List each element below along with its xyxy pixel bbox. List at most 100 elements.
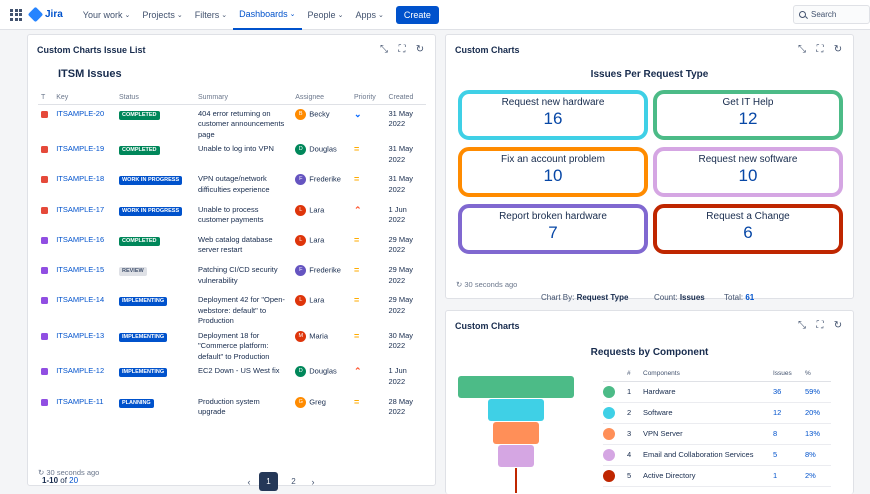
status-cell: IMPLEMENTING: [116, 362, 195, 392]
minimize-icon[interactable]: ⤡: [798, 320, 806, 331]
issues-count-cell: 5: [773, 444, 805, 466]
incident-type-icon: [41, 146, 48, 153]
nav-item-apps[interactable]: Apps ⌄: [349, 0, 389, 30]
fullscreen-icon[interactable]: ⛶: [816, 320, 824, 331]
nav-label: Filters: [194, 9, 220, 20]
table-row[interactable]: ITSAMPLE-20 COMPLETED 404 error returning …: [38, 104, 426, 140]
issues-count-link[interactable]: 12: [773, 408, 782, 417]
jira-logo[interactable]: Jira: [27, 6, 63, 23]
chart-by-label: Chart By:: [541, 293, 575, 302]
count-summary: Count: Issues: [654, 293, 705, 302]
issue-key-link[interactable]: ITSAMPLE-15: [56, 265, 105, 275]
issue-key-link[interactable]: ITSAMPLE-16: [56, 234, 105, 244]
nav-item-people[interactable]: People ⌄: [302, 0, 350, 30]
request-type-tile-fix-an-account-problem[interactable]: Fix an account problem 10: [458, 147, 648, 197]
list-item[interactable]: 4 Email and Collaboration Services 5 8%: [603, 444, 831, 466]
fullscreen-icon[interactable]: ⛶: [398, 44, 406, 55]
next-page-icon[interactable]: ›: [311, 476, 315, 487]
issue-key-link[interactable]: ITSAMPLE-19: [56, 144, 105, 153]
issue-key-link[interactable]: ITSAMPLE-18: [56, 174, 105, 184]
primary-nav: Your work ⌄ Projects ⌄ Filters ⌄ Dashboards ⌄ Pe…: [77, 0, 390, 30]
nav-item-projects[interactable]: Projects ⌄: [136, 0, 188, 30]
column-header-t[interactable]: T: [38, 91, 54, 105]
funnel-bar-active-directory: [515, 468, 517, 493]
chevron-down-icon: ⌄: [377, 11, 384, 19]
request-type-tile-request-new-hardware[interactable]: Request new hardware 16: [458, 90, 648, 140]
assignee-cell: F Frederike: [292, 261, 351, 291]
issues-count-link[interactable]: 36: [773, 387, 782, 396]
index-cell: 2: [627, 402, 643, 424]
gadget-tools: ⤡ ⛶ ↻: [797, 320, 843, 331]
minimize-icon[interactable]: ⤡: [380, 44, 388, 55]
table-row[interactable]: ITSAMPLE-18 WORK IN PROGRESS VPN outage/ne…: [38, 170, 426, 200]
color-cell: [603, 381, 627, 403]
issue-key-link[interactable]: ITSAMPLE-12: [56, 366, 105, 376]
percent-value: 13%: [805, 429, 821, 438]
request-type-tile-report-broken-hardware[interactable]: Report broken hardware 7: [458, 204, 648, 254]
tile-value: 7: [548, 223, 558, 242]
assignee-name: Frederike: [309, 174, 341, 184]
nav-item-filters[interactable]: Filters ⌄: [189, 0, 233, 30]
priority-cell: =: [351, 261, 385, 291]
issue-key-link[interactable]: ITSAMPLE-13: [56, 330, 105, 340]
issue-key-cell: ITSAMPLE-15: [53, 261, 116, 291]
previous-page-icon[interactable]: ‹: [247, 476, 251, 487]
issue-key-link[interactable]: ITSAMPLE-11: [56, 396, 104, 406]
table-row[interactable]: ITSAMPLE-13 IMPLEMENTING Deployment 18 for…: [38, 327, 426, 363]
request-type-tile-request-new-software[interactable]: Request new software 10: [653, 147, 843, 197]
issues-count-link[interactable]: 5: [773, 450, 778, 459]
issue-key-cell: ITSAMPLE-16: [53, 231, 116, 261]
list-item[interactable]: 3 VPN Server 8 13%: [603, 423, 831, 445]
tile-value: 16: [543, 109, 563, 128]
page-button-1[interactable]: 1: [259, 472, 278, 491]
refresh-icon[interactable]: ↻: [415, 44, 425, 55]
column-header-key[interactable]: Key: [53, 91, 116, 105]
color-cell: [603, 444, 627, 466]
nav-item-dashboards[interactable]: Dashboards ⌄: [233, 0, 302, 30]
issues-count-link[interactable]: 1: [773, 471, 778, 480]
nav-item-your-work[interactable]: Your work ⌄: [77, 0, 137, 30]
issue-key-link[interactable]: ITSAMPLE-14: [56, 295, 105, 305]
search-input[interactable]: Search: [793, 5, 870, 24]
app-switcher-icon[interactable]: [10, 8, 22, 21]
summary-cell: Deployment 42 for "Open-webstore: defaul…: [198, 295, 285, 326]
issues-count-cell: 1: [773, 465, 805, 487]
priority-low-icon: ⌄: [354, 108, 362, 119]
column-header-summary[interactable]: Summary: [195, 91, 293, 105]
list-item[interactable]: 5 Active Directory 1 2%: [603, 465, 831, 487]
chart-by-summary: Chart By: Request Type: [541, 293, 628, 302]
list-item[interactable]: 2 Software 12 20%: [603, 402, 831, 424]
assignee-name: Lara: [309, 205, 325, 215]
request-type-tile-get-it-help[interactable]: Get IT Help 12: [653, 90, 843, 140]
minimize-icon[interactable]: ⤡: [798, 44, 806, 55]
component-name-cell: Software: [643, 402, 773, 424]
page-button-2[interactable]: 2: [291, 477, 296, 486]
issue-type-cell: [38, 393, 53, 423]
list-item[interactable]: 1 Hardware 36 59%: [603, 381, 831, 403]
refresh-icon[interactable]: ↻: [833, 44, 843, 55]
refresh-icon[interactable]: ↻: [833, 320, 843, 331]
issue-list-gadget: Custom Charts Issue List ⤡ ⛶ ↻ ITSM Issu…: [27, 34, 436, 491]
table-row[interactable]: ITSAMPLE-12 IMPLEMENTING EC2 Down - US Wes…: [38, 362, 426, 392]
column-header-priority[interactable]: Priority: [351, 91, 386, 105]
status-cell: COMPLETED: [116, 231, 195, 261]
column-header-created[interactable]: Created: [385, 91, 426, 105]
table-row[interactable]: ITSAMPLE-14 IMPLEMENTING Deployment 42 for…: [38, 291, 426, 327]
summary-cell: Unable to process customer payments: [198, 204, 264, 225]
chart-heading: Issues Per Request Type: [590, 69, 709, 80]
pagination-total[interactable]: 20: [69, 476, 79, 485]
fullscreen-icon[interactable]: ⛶: [816, 44, 824, 55]
issue-key-link[interactable]: ITSAMPLE-20: [56, 108, 105, 118]
issue-key-link[interactable]: ITSAMPLE-17: [56, 204, 105, 214]
request-type-tile-request-a-change[interactable]: Request a Change 6: [653, 204, 843, 254]
table-row[interactable]: ITSAMPLE-11 PLANNING Production system upg…: [38, 393, 426, 423]
table-row[interactable]: ITSAMPLE-19 COMPLETED Unable to log into V…: [38, 140, 426, 170]
column-header-status[interactable]: Status: [115, 91, 195, 105]
create-button[interactable]: Create: [395, 5, 439, 24]
priority-cell: ⌃: [351, 362, 385, 392]
table-row[interactable]: ITSAMPLE-17 WORK IN PROGRESS Unable to pro…: [38, 201, 426, 231]
table-row[interactable]: ITSAMPLE-15 REVIEW Patching CI/CD security…: [38, 261, 426, 291]
table-row[interactable]: ITSAMPLE-16 COMPLETED Web catalog database…: [38, 231, 426, 261]
issues-count-link[interactable]: 8: [773, 429, 778, 438]
column-header-assignee[interactable]: Assignee: [292, 91, 351, 105]
